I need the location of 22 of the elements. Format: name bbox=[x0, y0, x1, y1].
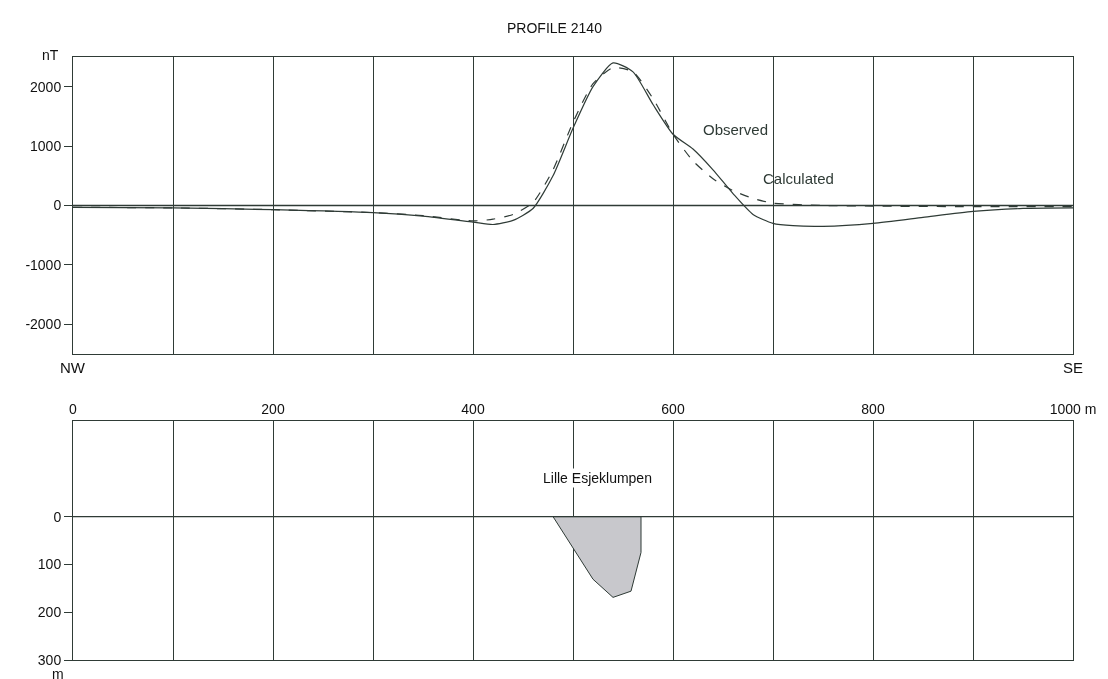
x-tick-label: 1000 m bbox=[1049, 401, 1097, 418]
y-tick-label: 100 bbox=[37, 556, 62, 573]
y-tick-label: 300 bbox=[37, 651, 62, 668]
annotation: Lille Esjeklumpen bbox=[543, 470, 652, 486]
x-tick-label: 200 bbox=[261, 401, 285, 418]
y-tick-label: 0 bbox=[53, 508, 62, 525]
series-label: Observed bbox=[703, 121, 769, 138]
x-tick-label: 600 bbox=[661, 401, 685, 418]
chart-title: PROFILE 2140 bbox=[507, 20, 603, 36]
y-tick-label: -1000 bbox=[25, 256, 62, 273]
x-tick-label: 0 bbox=[69, 401, 78, 418]
y-tick-label: 200 bbox=[37, 604, 62, 621]
text: SE bbox=[1063, 359, 1084, 376]
y-tick-label: 0 bbox=[53, 197, 62, 214]
y-tick-label: 1000 bbox=[30, 138, 62, 154]
y-axis-title: nT bbox=[42, 47, 59, 63]
y-tick-label: -2000 bbox=[25, 316, 62, 333]
x-tick-label: 400 bbox=[461, 401, 485, 418]
x-tick-label: 800 bbox=[861, 401, 885, 418]
y-tick-label: 2000 bbox=[30, 78, 62, 95]
text: NW bbox=[60, 359, 86, 376]
y-axis-title: m bbox=[52, 666, 64, 679]
